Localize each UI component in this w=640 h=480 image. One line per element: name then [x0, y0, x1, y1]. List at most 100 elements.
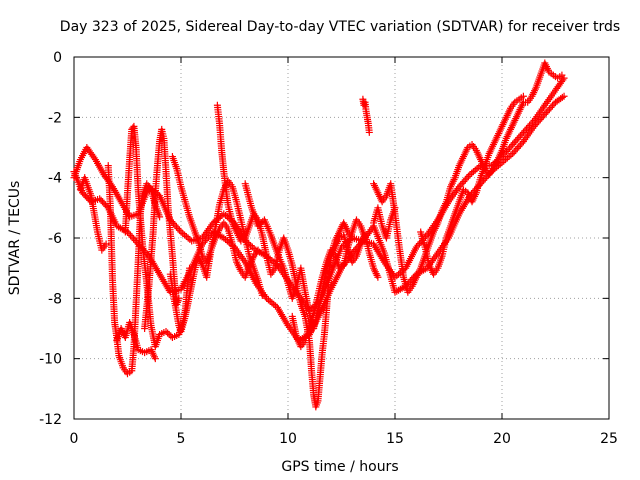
data-point [526, 122, 534, 130]
data-point [103, 202, 111, 210]
data-point [542, 109, 550, 117]
data-point [512, 146, 520, 154]
data-point [519, 92, 527, 100]
data-point [130, 235, 138, 243]
data-point [175, 226, 183, 234]
series-track-i [168, 153, 262, 281]
data-point [258, 291, 266, 299]
axis-ticks: 0 5 10 15 20 25 0 -2 -4 -6 -8 -10 -12 [39, 50, 618, 447]
data-point [374, 273, 382, 281]
series-track-l [288, 216, 369, 351]
data-point [127, 231, 135, 239]
chart-title: Day 323 of 2025, Sidereal Day-to-day VTE… [60, 19, 620, 35]
data-point [164, 329, 172, 337]
data-point [174, 225, 182, 233]
data-points [70, 59, 568, 411]
data-point [547, 103, 555, 111]
data-point [415, 240, 423, 248]
y-tick-label: 0 [53, 50, 62, 66]
data-point [518, 130, 526, 138]
x-tick-label: 25 [600, 431, 618, 447]
data-point [162, 328, 170, 336]
data-point [257, 219, 265, 227]
data-point [544, 107, 552, 115]
data-point [457, 181, 465, 189]
data-point [515, 134, 523, 142]
series-track-m [359, 95, 373, 136]
x-tick-label: 20 [493, 431, 511, 447]
x-tick-label: 5 [177, 431, 186, 447]
data-point [529, 118, 537, 126]
series-track-k [241, 180, 382, 332]
data-point [521, 127, 529, 135]
data-point [524, 123, 532, 131]
data-point [455, 183, 463, 191]
data-point [541, 110, 549, 118]
data-point [519, 128, 527, 136]
series-track-e [113, 318, 159, 363]
data-point [90, 154, 98, 162]
data-point [414, 241, 422, 249]
data-point [460, 178, 468, 186]
series-track-c [76, 174, 110, 254]
data-point [559, 76, 567, 84]
data-point [128, 233, 136, 241]
data-point [518, 139, 526, 147]
data-point [464, 172, 472, 180]
series-track-o [417, 92, 527, 278]
y-tick-label: -2 [48, 110, 62, 126]
data-point [151, 355, 159, 363]
x-tick-label: 15 [386, 431, 404, 447]
data-point [256, 220, 264, 228]
y-tick-label: -6 [48, 231, 62, 247]
data-point [558, 71, 566, 79]
data-point [254, 222, 262, 230]
x-tick-label: 10 [279, 431, 297, 447]
data-point [361, 234, 369, 242]
data-point [503, 147, 511, 155]
data-point [391, 204, 399, 212]
data-point [509, 140, 517, 148]
data-point [560, 92, 568, 100]
data-point [463, 174, 471, 182]
data-point [165, 331, 173, 339]
data-point [458, 179, 466, 187]
series-track-g [141, 125, 183, 332]
data-point [175, 294, 183, 302]
data-point [527, 120, 535, 128]
series-track-p [370, 204, 399, 242]
data-point [539, 112, 547, 120]
data-point [412, 243, 420, 251]
data-point [125, 230, 133, 238]
series-track-f [121, 122, 194, 351]
data-point [516, 132, 524, 140]
data-point [254, 246, 262, 254]
data-point [365, 128, 373, 136]
data-point [538, 114, 546, 122]
data-point [545, 105, 553, 113]
y-tick-label: -8 [48, 291, 62, 307]
data-point [515, 143, 523, 151]
data-point [481, 175, 489, 183]
x-axis-label: GPS time / hours [281, 459, 398, 475]
data-point [506, 144, 514, 152]
data-point [504, 146, 512, 154]
data-point [461, 176, 469, 184]
data-point [509, 150, 517, 158]
y-tick-label: -10 [39, 352, 62, 368]
data-point [172, 223, 180, 231]
data-point [558, 93, 566, 101]
y-axis-label: SDTVAR / TECUs [7, 181, 23, 296]
data-point [102, 240, 110, 248]
data-point [513, 144, 521, 152]
data-point [513, 135, 521, 143]
y-tick-label: -12 [39, 412, 62, 428]
data-point [507, 142, 515, 150]
data-point [200, 238, 208, 246]
x-tick-label: 0 [70, 431, 79, 447]
data-point [186, 264, 194, 272]
series-track-n [370, 59, 566, 296]
series-track-j [213, 101, 356, 411]
data-point [522, 125, 530, 133]
